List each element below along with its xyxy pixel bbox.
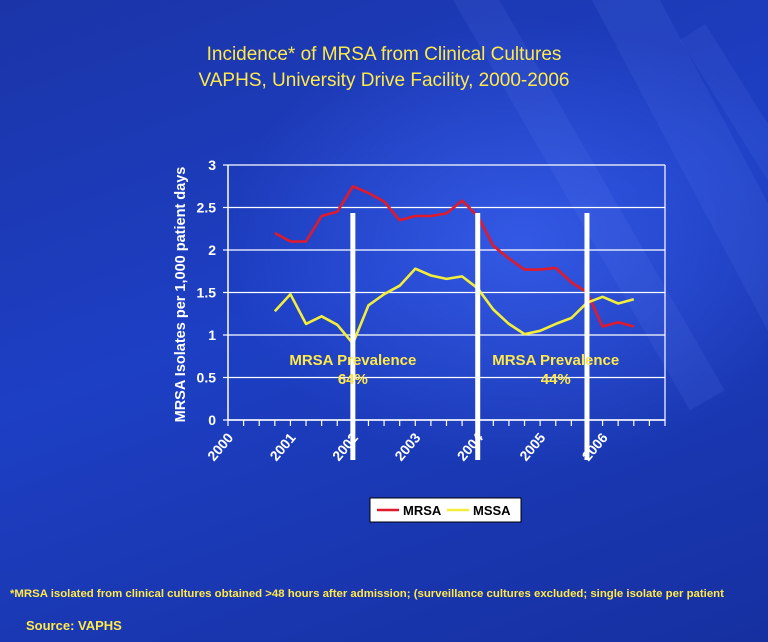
- legend-label-mssa: MSSA: [473, 503, 511, 518]
- x-tick-label-2004: 2004: [454, 429, 486, 463]
- marker-bar-2: [475, 213, 481, 460]
- legend: MRSA MSSA: [369, 497, 522, 523]
- marker-bar-3: [584, 213, 590, 460]
- y-tick-label-0: 0: [208, 412, 216, 428]
- y-tick-label-5: 2.5: [197, 200, 217, 216]
- y-tick-label-6: 3: [208, 157, 216, 173]
- chart-title-line-2: VAPHS, University Drive Facility, 2000-2…: [198, 70, 570, 91]
- y-tick-label-1: 0.5: [197, 370, 217, 386]
- footnote: *MRSA isolated from clinical cultures ob…: [10, 588, 724, 600]
- x-tick-label-2006: 2006: [579, 429, 611, 463]
- legend-label-mrsa: MRSA: [403, 503, 442, 518]
- mrsa-incidence-chart: 0 0.5 1 1.5 2 2.5 3 2000 2001 2002 2003 2004 2005 200…: [173, 157, 666, 523]
- marker-bar-1: [350, 213, 356, 460]
- y-axis-label: MRSA Isolates per 1,000 patient days: [173, 167, 189, 423]
- x-tick-label-2003: 2003: [391, 429, 423, 463]
- chart-title: Incidence* of MRSA from Clinical Culture…: [0, 42, 768, 94]
- chart-title-line-1: Incidence* of MRSA from Clinical Culture…: [206, 44, 562, 65]
- y-tick-label-4: 2: [208, 242, 216, 258]
- y-tick-label-3: 1.5: [197, 285, 217, 301]
- annotation-1-line-1: MRSA Prevalence: [289, 352, 416, 369]
- x-tick-label-2000: 2000: [204, 429, 236, 463]
- x-tick-label-2005: 2005: [516, 429, 548, 463]
- x-tick-label-2002: 2002: [329, 429, 361, 463]
- series-line-mrsa: [274, 185, 635, 328]
- annotation-2-line-2: 44%: [541, 371, 571, 388]
- annotation-1-line-2: 64%: [338, 371, 368, 388]
- source-note: Source: VAPHS: [26, 618, 122, 633]
- series-line-mssa: [273, 267, 635, 345]
- y-tick-label-2: 1: [208, 327, 216, 343]
- x-tick-label-2001: 2001: [266, 429, 298, 463]
- annotation-2-line-1: MRSA Prevalence: [492, 352, 619, 369]
